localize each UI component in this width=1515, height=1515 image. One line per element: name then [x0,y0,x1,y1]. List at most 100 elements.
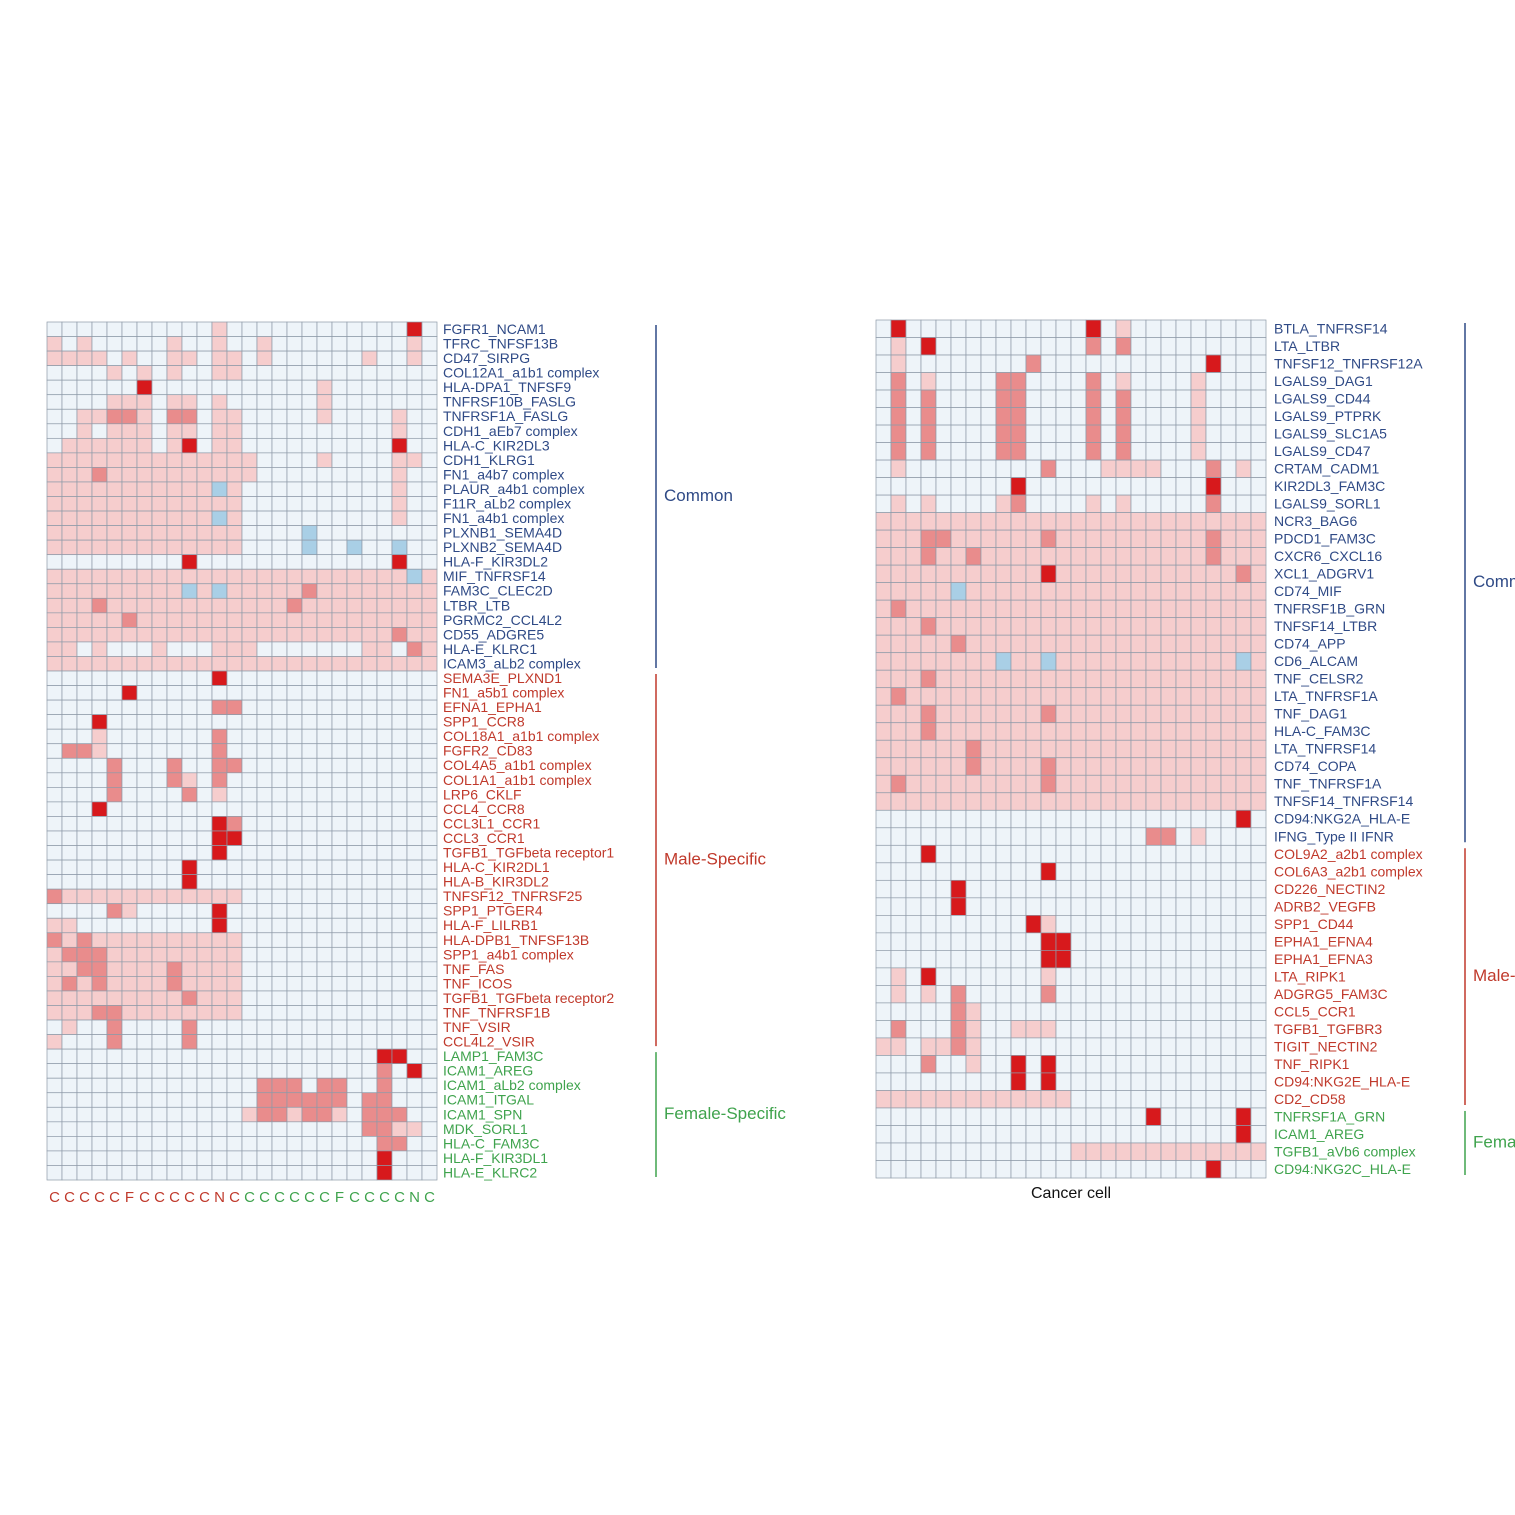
heatmap-cell [1040,669,1057,689]
heatmap-cell [995,372,1012,391]
heatmap-cell [1235,1125,1252,1144]
heatmap-cell [995,1107,1012,1126]
row-label: TNFSF14_TNFRSF14 [1274,793,1413,809]
heatmap-cell [271,757,288,774]
heatmap-cell [76,452,93,468]
heatmap-cell [1190,862,1207,881]
heatmap-cell [376,1121,393,1137]
heatmap-cell [391,1019,408,1035]
heatmap-cell [151,1019,168,1035]
heatmap-cell [1250,1125,1267,1144]
heatmap-cell [181,743,198,759]
heatmap-cell [211,568,228,585]
heatmap-cell [1145,1090,1162,1109]
heatmap-cell [286,757,303,774]
heatmap-cell [166,685,183,701]
heatmap-cell [121,423,138,439]
heatmap-cell [905,774,922,794]
heatmap-cell [980,389,997,408]
heatmap-cell [1160,337,1177,356]
heatmap-cell [196,597,213,614]
heatmap-cell [106,1019,123,1035]
heatmap-cell [1145,617,1162,636]
heatmap-cell [1160,564,1177,584]
heatmap-cell [241,423,258,439]
heatmap-cell [391,1092,408,1108]
heatmap-cell [136,757,153,774]
heatmap-cell [391,437,408,454]
row-label: CD94:NKG2A_HLA-E [1274,811,1410,827]
heatmap-cell [950,529,967,548]
heatmap-cell [181,830,198,846]
heatmap-cell [361,510,378,526]
heatmap-cell [950,1020,967,1039]
heatmap-cell [995,512,1012,531]
heatmap-cell [1205,372,1222,391]
heatmap-cell [331,365,348,381]
heatmap-cell [1055,827,1072,846]
heatmap-cell [1070,809,1087,829]
heatmap-cell [46,1136,63,1152]
heatmap-cell [226,932,243,948]
heatmap-cell [241,583,258,599]
heatmap-cell [301,612,318,628]
heatmap-cell [271,365,288,381]
heatmap-cell [965,687,982,706]
heatmap-cell [211,467,228,483]
heatmap-cell [1085,1072,1102,1091]
heatmap-cell [61,423,78,439]
heatmap-cell [46,1034,63,1050]
heatmap-cell [980,914,997,934]
heatmap-cell [391,1106,408,1123]
heatmap-cell [331,1106,348,1123]
heatmap-cell [211,1077,228,1094]
heatmap-cell [965,547,982,566]
heatmap-cell [905,1125,922,1144]
heatmap-cell [196,714,213,730]
heatmap-cell [1205,774,1222,794]
heatmap-cell [421,845,438,861]
heatmap-cell [286,946,303,963]
heatmap-cell [331,976,348,992]
heatmap-cell [76,728,93,745]
heatmap-cell [106,859,123,875]
heatmap-cell [241,728,258,745]
heatmap-cell [121,1063,138,1079]
heatmap-cell [905,1002,922,1021]
heatmap-cell [316,917,333,934]
heatmap-cell [1145,652,1162,671]
heatmap-cell [241,612,258,628]
heatmap-cell [46,1063,63,1079]
heatmap-cell [1025,512,1042,531]
heatmap-cell [286,874,303,890]
heatmap-cell [226,539,243,556]
heatmap-cell [46,1150,63,1166]
heatmap-cell [331,1048,348,1065]
heatmap-cell [121,728,138,745]
heatmap-cell [1175,442,1192,461]
heatmap-cell [1100,442,1117,461]
heatmap-cell [316,699,333,715]
heatmap-cell [1100,529,1117,548]
heatmap-cell [331,699,348,715]
heatmap-cell [196,903,213,919]
heatmap-cell [241,714,258,730]
heatmap-cell [91,1106,108,1123]
heatmap-cell [875,1090,892,1109]
heatmap-cell [286,597,303,614]
heatmap-cell [46,568,63,585]
heatmap-cell [406,1106,423,1123]
heatmap-cell [61,365,78,381]
heatmap-cell [950,967,967,986]
heatmap-cell [391,830,408,846]
heatmap-cell [211,714,228,730]
heatmap-cell [1145,1037,1162,1056]
heatmap-cell [376,350,393,366]
heatmap-cell [361,1136,378,1152]
heatmap-cell [920,985,937,1004]
heatmap-cell [151,757,168,774]
heatmap-cell [1040,337,1057,356]
heatmap-cell [1160,459,1177,478]
heatmap-cell [286,583,303,599]
heatmap-cell [256,539,273,556]
